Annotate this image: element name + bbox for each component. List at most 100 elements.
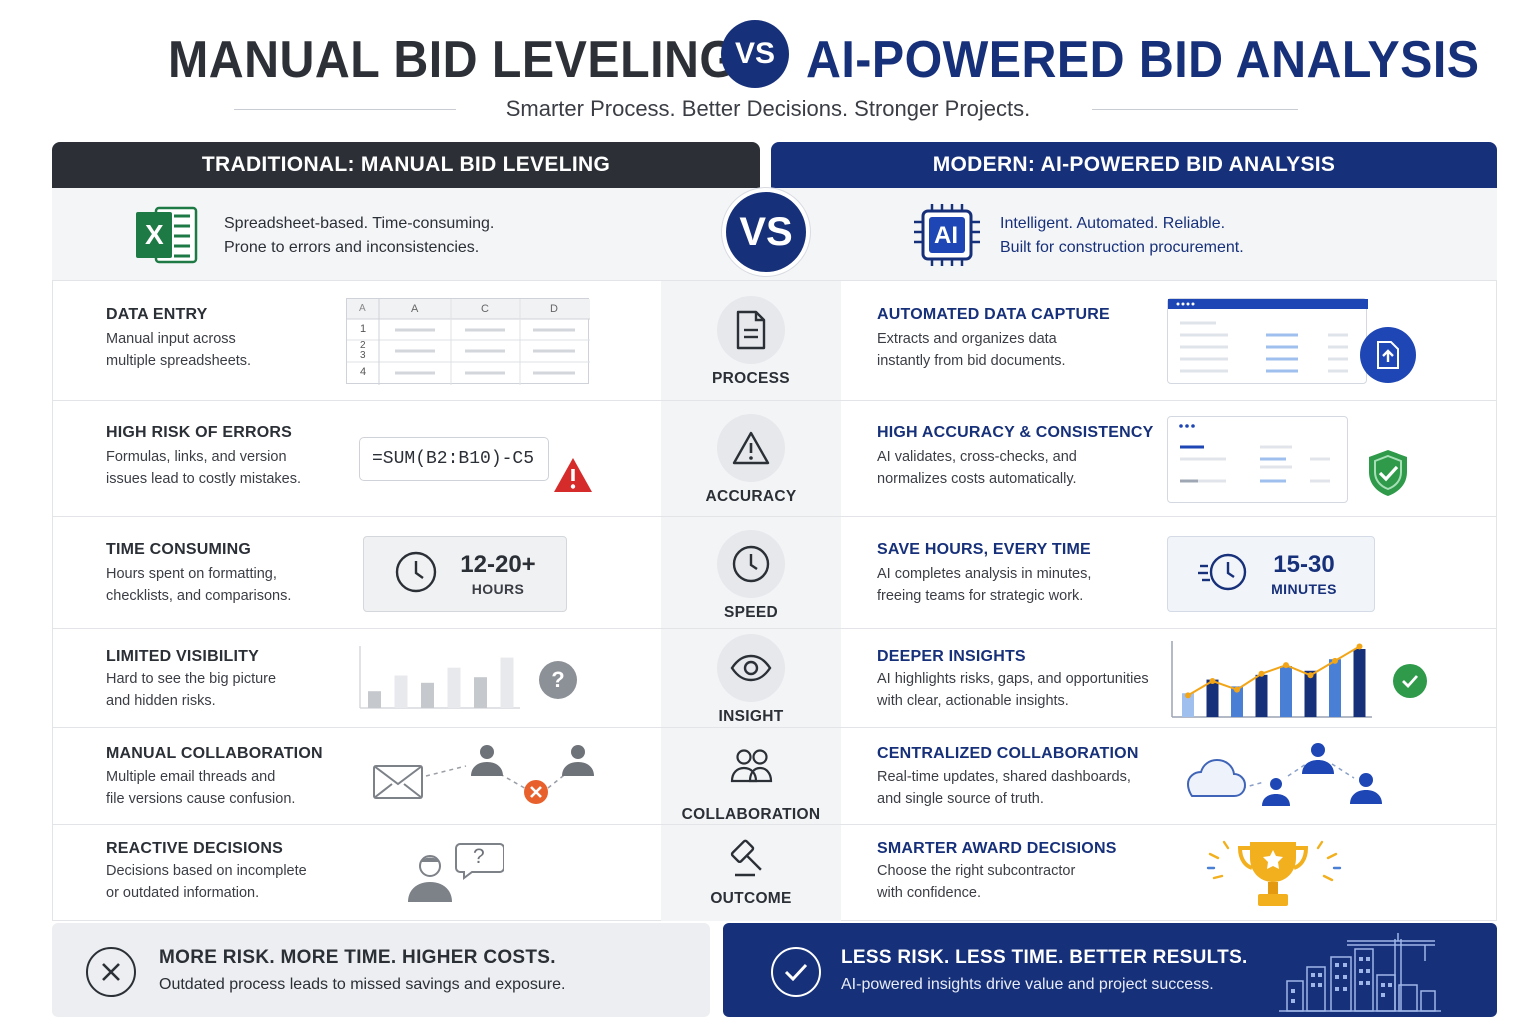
title-row: MANUAL BID LEVELING VS AI-POWERED BID AN… (0, 14, 1536, 94)
faded-bar (500, 657, 514, 708)
trend-point (1234, 686, 1240, 693)
sheet-col-a: A (411, 303, 419, 315)
faded-bar (421, 682, 434, 708)
time-ai-unit: MINUTES (1271, 581, 1337, 597)
gavel-icon (717, 830, 785, 884)
formula-box: =SUM(B2:B10)-C5 (359, 437, 549, 481)
row2-right-desc2: normalizes costs automatically. (877, 471, 1077, 487)
center-column (661, 281, 841, 921)
row6-right-title: SMARTER AWARD DECISIONS (877, 840, 1117, 857)
insight-bar-chart (1171, 641, 1372, 718)
row4-right-desc: AI highlights risks, gaps, and opportuni… (877, 668, 1149, 712)
trend-point (1209, 678, 1216, 684)
row-divider (52, 628, 1497, 629)
row4-right-title: DEEPER INSIGHTS (877, 648, 1026, 665)
insight-bar (1231, 686, 1243, 717)
time-manual-text: 12-20+ HOURS (454, 551, 542, 597)
spreadsheet-mockup: A A C D 1 2 3 4 (346, 298, 590, 385)
center-accuracy: ACCURACY (661, 414, 841, 506)
title-manual: MANUAL BID LEVELING (168, 31, 738, 89)
row3-right-title: SAVE HOURS, EVERY TIME (877, 541, 1091, 558)
row6-left-desc2: or outdated information. (106, 885, 260, 901)
clock-icon (394, 550, 438, 599)
intro-left-line1: Spreadsheet-based. Time-consuming. (224, 215, 495, 232)
sheet-col-c: C (481, 303, 489, 315)
row2-right-title: HIGH ACCURACY & CONSISTENCY (877, 424, 1154, 441)
person-icon (471, 745, 503, 776)
intro-left-line2: Prone to errors and inconsistencies. (224, 239, 480, 256)
time-ai-text: 15-30 MINUTES (1260, 551, 1348, 597)
warning-icon (552, 456, 594, 499)
dashboard-mockup (1167, 298, 1368, 384)
header-modern: MODERN: AI-POWERED BID ANALYSIS (771, 142, 1497, 188)
center-label-speed: SPEED (723, 604, 779, 621)
center-speed: SPEED (661, 530, 841, 622)
row6-right-desc1: Choose the right subcontractor (877, 863, 1076, 879)
broken-collaboration-graphic (373, 745, 594, 804)
row5-left-desc2: file versions cause confusion. (106, 791, 296, 807)
row6-left-title: REACTIVE DECISIONS (106, 840, 283, 857)
trend-line (1187, 645, 1361, 697)
row1-right-title: AUTOMATED DATA CAPTURE (877, 306, 1110, 323)
intro-right-line1: Intelligent. Automated. Reliable. (1000, 215, 1226, 232)
row6-left-desc: Decisions based on incomplete or outdate… (106, 860, 307, 904)
row6-left-desc1: Decisions based on incomplete (106, 863, 307, 879)
center-label-insight: INSIGHT (718, 708, 784, 725)
error-x-icon (524, 780, 548, 804)
upload-icon (1360, 327, 1416, 383)
sheet-row-1: 1 (360, 323, 367, 335)
question-circle-icon: ? (539, 661, 577, 699)
subtitle: Smarter Process. Better Decisions. Stron… (505, 96, 1031, 121)
time-box-manual: 12-20+ HOURS (363, 536, 567, 612)
ai-letters: AI (934, 222, 958, 249)
center-process: PROCESS (661, 296, 841, 388)
faded-bar (368, 691, 381, 708)
person-icon (1350, 773, 1382, 804)
row2-left-desc1: Formulas, links, and version (106, 449, 287, 465)
city-skyline-crane-icon (1279, 933, 1441, 1012)
subtitle-line-left (234, 109, 456, 110)
accuracy-dashboard-mockup (1167, 416, 1348, 503)
row-divider (52, 516, 1497, 517)
insight-bar (1206, 679, 1219, 717)
person-icon (1302, 743, 1334, 774)
title-ai: AI-POWERED BID ANALYSIS (806, 31, 1480, 89)
row5-left-title: MANUAL COLLABORATION (106, 745, 323, 762)
row-divider (52, 727, 1497, 728)
sheet-row-2-3: 2 3 (360, 340, 366, 361)
row5-right-desc1: Real-time updates, shared dashboards, (877, 769, 1131, 785)
eye-icon (717, 634, 785, 702)
trend-point (1283, 662, 1289, 669)
footer-manual-title: MORE RISK. MORE TIME. HIGHER COSTS. (159, 947, 556, 968)
row3-left-title: TIME CONSUMING (106, 541, 252, 558)
intro-right-line2: Built for construction procurement. (1000, 239, 1244, 256)
centralized-collaboration-graphic (1186, 743, 1382, 806)
ai-chip-icon: AI (912, 202, 982, 268)
faded-bar (474, 677, 487, 708)
row5-right-desc2: and single source of truth. (877, 791, 1044, 807)
trend-point (1185, 692, 1191, 699)
insight-bar (1304, 670, 1317, 717)
row5-left-desc1: Multiple email threads and (106, 769, 276, 785)
row-divider (52, 400, 1497, 401)
footer-ai: LESS RISK. LESS TIME. BETTER RESULTS. AI… (723, 923, 1497, 1017)
row4-left-title: LIMITED VISIBILITY (106, 648, 259, 665)
question-mark: ? (551, 667, 565, 692)
footer-manual: MORE RISK. MORE TIME. HIGHER COSTS. Outd… (52, 923, 710, 1017)
row5-right-desc: Real-time updates, shared dashboards, an… (877, 766, 1131, 810)
insight-bar (1182, 693, 1194, 717)
row-divider (52, 824, 1497, 825)
row2-right-desc: AI validates, cross-checks, and normaliz… (877, 446, 1077, 490)
insight-bar (1255, 674, 1268, 717)
row1-right-desc2: instantly from bid documents. (877, 353, 1066, 369)
footer-manual-desc: Outdated process leads to missed savings… (159, 976, 566, 993)
row1-right-desc: Extracts and organizes data instantly fr… (877, 328, 1066, 372)
check-circle-icon (1393, 664, 1427, 698)
row1-left-desc: Manual input across multiple spreadsheet… (106, 328, 251, 372)
intro-left: Spreadsheet-based. Time-consuming. Prone… (224, 212, 494, 260)
center-label-outcome: OUTCOME (710, 890, 792, 907)
center-insight: INSIGHT (661, 634, 841, 726)
row1-left-desc2: multiple spreadsheets. (106, 353, 252, 369)
cloud-icon (1186, 758, 1247, 797)
intro-right: Intelligent. Automated. Reliable. Built … (1000, 212, 1244, 260)
